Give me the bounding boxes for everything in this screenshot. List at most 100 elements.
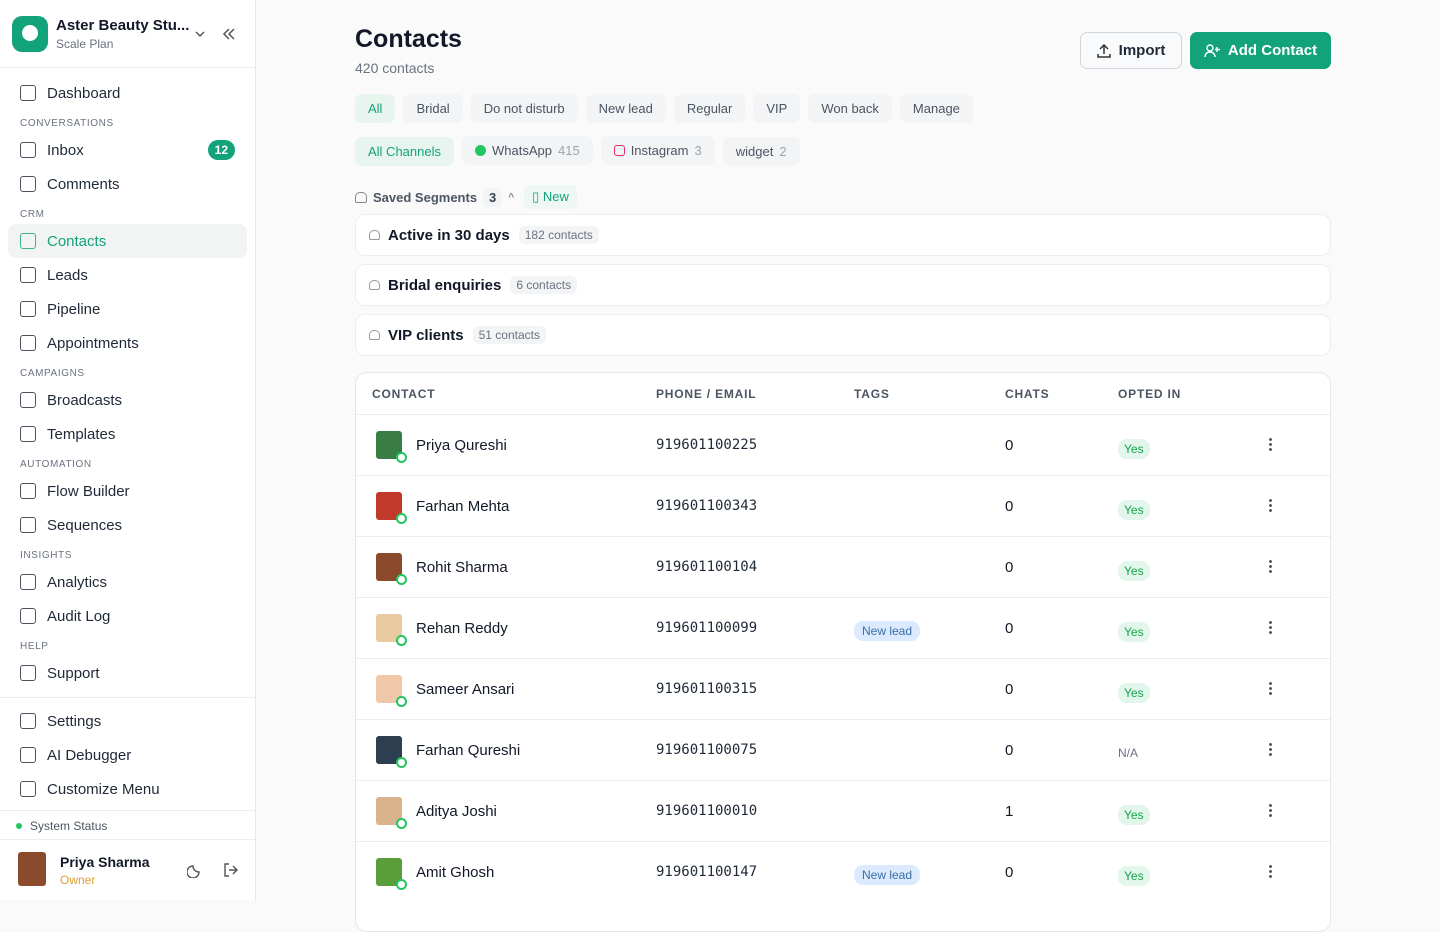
nav-item[interactable]: Dashboard [8, 76, 247, 110]
row-menu[interactable] [1269, 437, 1272, 451]
channel-filter[interactable]: All Channels [355, 137, 454, 166]
nav-label: Broadcasts [47, 391, 123, 409]
table-row[interactable]: Farhan Mehta 919601100343 0 Yes [356, 475, 1330, 536]
saved-segments-bar[interactable]: Saved Segments 3 ^ ▯ New [355, 185, 577, 209]
page-subtitle: 420 contacts [355, 60, 435, 76]
nav-label: Analytics [47, 573, 108, 591]
row-menu[interactable] [1269, 498, 1272, 512]
tag-filters: All Bridal Do not disturb New lead Regular VI… [355, 94, 981, 123]
nav-item[interactable]: Customize Menu [8, 772, 247, 806]
tag-filter[interactable]: Bridal [403, 94, 463, 123]
nav-icon [20, 176, 36, 192]
nav-label: Support [47, 664, 100, 682]
tag-filter[interactable]: Regular [673, 94, 746, 123]
logo [12, 16, 48, 52]
nav-icon [20, 85, 36, 101]
segment-card[interactable]: VIP clients 51 contacts [355, 314, 1331, 356]
table-row[interactable]: Farhan Qureshi 919601100075 0 N/A [356, 719, 1330, 780]
import-button[interactable]: Import [1080, 32, 1182, 69]
nav-icon [20, 781, 36, 797]
nav-item[interactable]: Flow Builder [8, 474, 247, 508]
opted-in: Yes [1118, 866, 1150, 886]
row-menu[interactable] [1269, 864, 1272, 878]
channel-filters: All Channels WhatsApp 415 Instagram 3 widget 2 [355, 136, 808, 166]
tag-filter[interactable]: New lead [585, 94, 666, 123]
segment-card[interactable]: Active in 30 days 182 contacts [355, 214, 1331, 256]
avatar [376, 675, 407, 707]
channel-icon [613, 145, 625, 156]
table-row[interactable]: Rohit Sharma 919601100104 0 Yes [356, 536, 1330, 597]
channel-filter[interactable]: WhatsApp 415 [462, 136, 593, 165]
nav-item[interactable]: Templates [8, 417, 247, 451]
nav-item[interactable]: Support [8, 656, 247, 690]
row-menu[interactable] [1269, 742, 1272, 756]
contact-tag: New lead [854, 621, 921, 641]
online-dot [396, 635, 407, 646]
nav-item[interactable]: Inbox 12 [8, 133, 247, 167]
collapse-icon[interactable] [222, 27, 236, 41]
nav-icon [20, 233, 36, 249]
segment-name: Bridal enquiries [388, 276, 502, 294]
contact-chats: 0 [1005, 437, 1014, 454]
nav-label: Pipeline [47, 300, 101, 318]
tag-filter[interactable]: All [355, 94, 396, 123]
nav-item[interactable]: Pipeline [8, 292, 247, 326]
nav-icon [20, 426, 36, 442]
column-header: CONTACT [372, 387, 436, 401]
row-menu[interactable] [1269, 620, 1272, 634]
nav-item[interactable]: Contacts [8, 224, 247, 258]
add-contact-button[interactable]: Add Contact [1190, 32, 1331, 69]
theme-toggle[interactable] [187, 862, 203, 878]
column-header: OPTED IN [1118, 387, 1182, 401]
new-segment[interactable]: ▯ New [524, 185, 577, 209]
logout[interactable] [223, 862, 239, 878]
contact-name: Priya Qureshi [416, 437, 507, 454]
nav-item[interactable]: Analytics [8, 565, 247, 599]
channel-filter[interactable]: widget 2 [722, 137, 800, 166]
segments-caret: ^ [508, 191, 515, 203]
tag-filter[interactable]: Do not disturb [470, 94, 578, 123]
nav-item[interactable]: Broadcasts [8, 383, 247, 417]
nav-item[interactable]: Sequences [8, 508, 247, 542]
table-row[interactable]: Amit Ghosh 919601100147 New lead 0 Yes [356, 841, 1330, 902]
workspace[interactable]: Aster Beauty Stu... Scale Plan [0, 0, 255, 68]
avatar [376, 431, 407, 463]
tag-filter[interactable]: Manage [899, 94, 973, 123]
nav-icon [20, 713, 36, 729]
table-row[interactable]: Rehan Reddy 919601100099 New lead 0 Yes [356, 597, 1330, 658]
table-row[interactable]: Sameer Ansari 919601100315 0 Yes [356, 658, 1330, 719]
nav-item[interactable]: AI Debugger [8, 738, 247, 772]
tag-filter[interactable]: Won back [808, 94, 892, 123]
nav-label: Appointments [47, 334, 139, 352]
page-title: Contacts [355, 25, 462, 53]
segments-count: 3 [483, 187, 503, 207]
system-status[interactable]: System Status [0, 810, 255, 840]
nav-item[interactable]: Comments [8, 167, 247, 201]
nav-item[interactable]: Settings [8, 704, 247, 738]
table-row[interactable]: Priya Qureshi 919601100225 0 Yes [356, 414, 1330, 475]
nav-item[interactable]: Audit Log [8, 599, 247, 633]
nav-section-heading: AUTOMATION [20, 459, 92, 470]
nav-icon [20, 392, 36, 408]
row-menu[interactable] [1269, 803, 1272, 817]
avatar [376, 553, 407, 585]
segment-count: 51 contacts [472, 326, 546, 344]
row-menu[interactable] [1269, 681, 1272, 695]
table-row[interactable]: Aditya Joshi 919601100010 1 Yes [356, 780, 1330, 841]
contact-name: Sameer Ansari [416, 681, 515, 698]
nav-item[interactable]: Leads [8, 258, 247, 292]
nav-icon [20, 301, 36, 317]
segments-icon [355, 191, 367, 203]
segment-card[interactable]: Bridal enquiries 6 contacts [355, 264, 1331, 306]
tag-filter[interactable]: VIP [753, 94, 801, 123]
nav-label: Comments [47, 175, 120, 193]
nav-label: Settings [47, 712, 102, 730]
online-dot [396, 452, 407, 463]
nav-item[interactable]: Appointments [8, 326, 247, 360]
row-menu[interactable] [1269, 559, 1272, 573]
chevron [195, 31, 205, 38]
online-dot [396, 696, 407, 707]
online-dot [396, 879, 407, 890]
channel-filter[interactable]: Instagram 3 [600, 136, 715, 165]
column-header: CHATS [1005, 387, 1050, 401]
